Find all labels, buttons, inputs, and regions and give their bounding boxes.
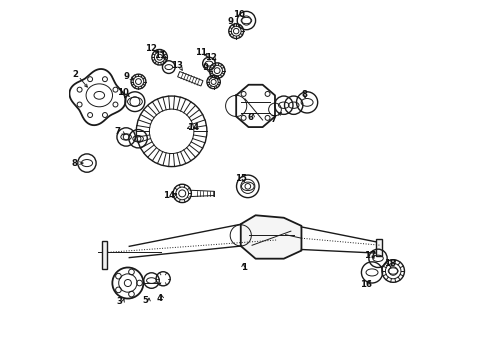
Text: 15: 15 xyxy=(235,175,246,184)
Text: 11: 11 xyxy=(154,51,166,60)
Text: 8: 8 xyxy=(72,158,78,167)
Text: 9: 9 xyxy=(228,17,234,26)
Text: 7: 7 xyxy=(114,127,121,136)
Text: 8: 8 xyxy=(301,90,307,99)
Text: 9: 9 xyxy=(202,63,208,72)
Text: 9: 9 xyxy=(123,72,129,81)
Text: 11: 11 xyxy=(195,48,207,57)
Text: 1: 1 xyxy=(241,263,247,272)
Text: 14: 14 xyxy=(187,123,199,132)
Text: 12: 12 xyxy=(146,44,157,53)
Text: 10: 10 xyxy=(117,88,129,97)
Text: 6: 6 xyxy=(247,113,253,122)
Text: 4: 4 xyxy=(157,294,163,303)
Text: 7: 7 xyxy=(270,115,276,124)
Text: 18: 18 xyxy=(384,260,395,269)
Text: 16: 16 xyxy=(360,280,372,289)
Polygon shape xyxy=(241,215,301,259)
Text: 14: 14 xyxy=(163,192,175,201)
Text: 17: 17 xyxy=(364,251,376,260)
Polygon shape xyxy=(102,241,107,269)
Text: 10: 10 xyxy=(233,10,245,19)
Text: 2: 2 xyxy=(72,70,78,79)
Text: 13: 13 xyxy=(172,61,183,70)
Text: 12: 12 xyxy=(205,53,217,62)
Text: 3: 3 xyxy=(117,297,123,306)
Polygon shape xyxy=(375,239,382,256)
Polygon shape xyxy=(178,72,203,86)
Text: 5: 5 xyxy=(143,296,148,305)
